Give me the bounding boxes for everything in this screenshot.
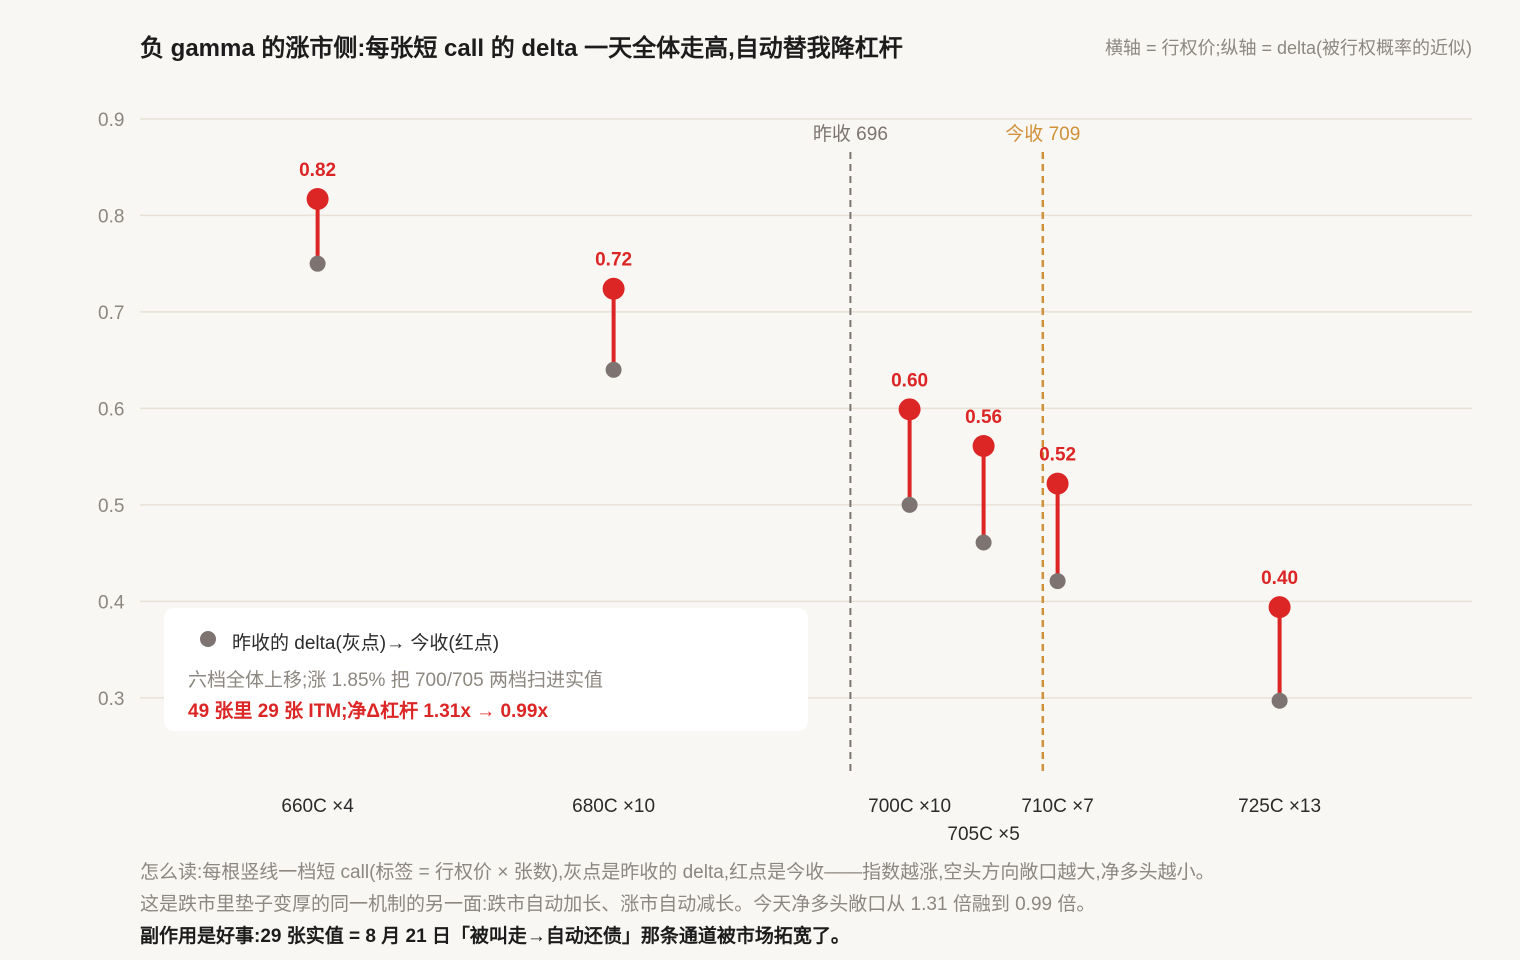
x-category-label: 660C ×4: [281, 796, 354, 817]
reference-label-today: 今收 709: [1005, 123, 1080, 145]
chart-subtitle: 横轴 = 行权价;纵轴 = delta(被行权概率的近似): [1104, 38, 1472, 58]
footnote-1: 怎么读:每根竖线一档短 call(标签 = 行权价 × 张数),灰点是昨收的 d…: [140, 862, 1215, 883]
y-tick-label: 0.6: [98, 399, 124, 420]
today-delta-point: [972, 435, 995, 458]
labels-layer: 0.3 0.4 0.5 0.6 0.7 0.8 0.9 昨收 696 今收 709 0.82 660…: [98, 110, 1321, 845]
y-tick-label: 0.8: [98, 206, 124, 227]
legend-highlight: 49 张里 29 张 ITM;净Δ杠杆 1.31x → 0.99x: [188, 701, 549, 722]
legend-prev-dot: [200, 631, 216, 647]
today-delta-label: 0.52: [1039, 445, 1076, 466]
today-delta-label: 0.82: [299, 160, 336, 181]
x-category-label: 680C ×10: [572, 796, 655, 817]
x-category-label: 705C ×5: [947, 824, 1019, 845]
today-delta-label: 0.60: [891, 370, 928, 391]
today-delta-point: [1268, 596, 1291, 619]
footnote-3: 副作用是好事:29 张实值 = 8 月 21 日「被叫走→自动还债」那条通道被市…: [140, 926, 850, 947]
legend-box: 昨收的 delta(灰点)→ 今收(红点) 六档全体上移;涨 1.85% 把 7…: [164, 608, 808, 731]
today-delta-label: 0.40: [1261, 568, 1298, 589]
marks-layer: [306, 188, 1291, 709]
today-delta-label: 0.56: [965, 407, 1002, 428]
y-tick-label: 0.9: [98, 110, 124, 131]
legend-label: 昨收的 delta(灰点)→ 今收(红点): [232, 633, 500, 654]
reference-label-prev: 昨收 696: [813, 123, 888, 145]
y-tick-label: 0.7: [98, 303, 124, 324]
today-delta-point: [306, 188, 329, 211]
chart-title: 负 gamma 的涨市侧:每张短 call 的 delta 一天全体走高,自动替…: [140, 35, 903, 62]
x-category-label: 710C ×7: [1021, 796, 1093, 817]
x-category-label: 700C ×10: [868, 796, 951, 817]
prev-delta-point: [975, 534, 992, 551]
today-delta-point: [1046, 472, 1069, 495]
today-delta-point: [602, 277, 625, 300]
y-tick-label: 0.5: [98, 496, 124, 517]
prev-delta-point: [1049, 573, 1066, 590]
y-tick-label: 0.3: [98, 689, 124, 710]
reference-lines-layer: [849, 152, 1045, 775]
x-category-label: 725C ×13: [1238, 796, 1321, 817]
today-delta-point: [898, 398, 921, 421]
today-delta-label: 0.72: [595, 250, 632, 271]
prev-delta-point: [309, 255, 326, 272]
y-tick-label: 0.4: [98, 592, 125, 613]
legend-note: 六档全体上移;涨 1.85% 把 700/705 两档扫进实值: [188, 670, 603, 691]
prev-delta-point: [901, 496, 918, 513]
footnote-2: 这是跌市里垫子变厚的同一机制的另一面:跌市自动加长、涨市自动减长。今天净多头敞口…: [140, 894, 1096, 915]
prev-delta-point: [605, 361, 622, 378]
prev-delta-point: [1271, 692, 1288, 709]
